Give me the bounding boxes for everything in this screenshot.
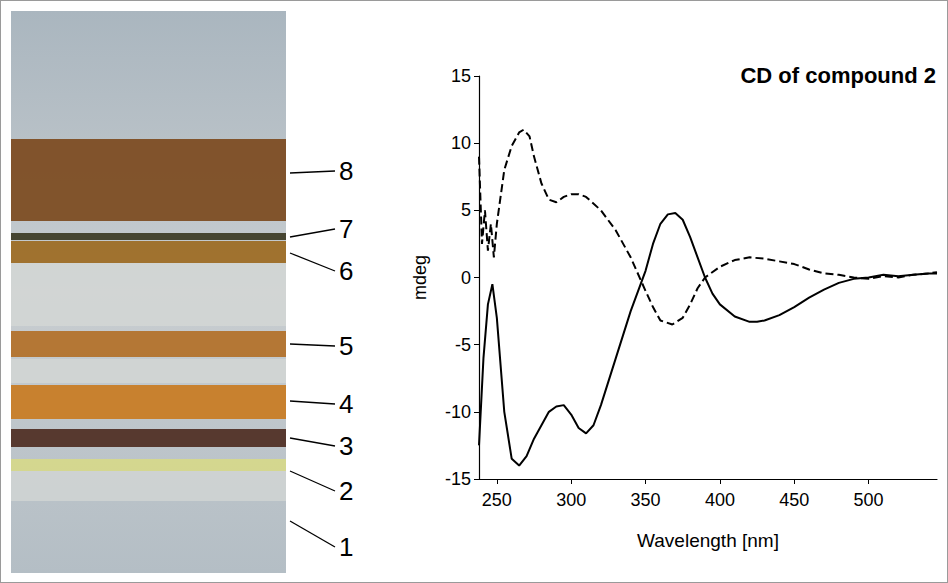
svg-text:CD of compound: CD of compound <box>740 63 923 88</box>
svg-text:6: 6 <box>339 256 353 286</box>
svg-text:10: 10 <box>451 133 471 153</box>
svg-text:500: 500 <box>854 490 884 510</box>
svg-text:Wavelength [nm]: Wavelength [nm] <box>637 530 779 551</box>
svg-text:400: 400 <box>705 490 735 510</box>
svg-text:-5: -5 <box>455 335 471 355</box>
svg-text:350: 350 <box>631 490 661 510</box>
svg-text:-15: -15 <box>445 469 471 489</box>
svg-text:2: 2 <box>924 63 936 88</box>
svg-text:5: 5 <box>461 200 471 220</box>
svg-text:450: 450 <box>779 490 809 510</box>
svg-text:7: 7 <box>339 214 353 244</box>
svg-text:2: 2 <box>339 476 353 506</box>
svg-text:-10: -10 <box>445 402 471 422</box>
svg-text:1: 1 <box>339 532 353 562</box>
svg-text:3: 3 <box>339 431 353 461</box>
svg-text:0: 0 <box>461 268 471 288</box>
svg-text:300: 300 <box>556 490 586 510</box>
svg-text:4: 4 <box>339 389 353 419</box>
svg-text:mdeg: mdeg <box>410 255 430 300</box>
svg-text:5: 5 <box>339 331 353 361</box>
svg-text:250: 250 <box>482 490 512 510</box>
svg-text:8: 8 <box>339 156 353 186</box>
svg-text:15: 15 <box>451 66 471 86</box>
